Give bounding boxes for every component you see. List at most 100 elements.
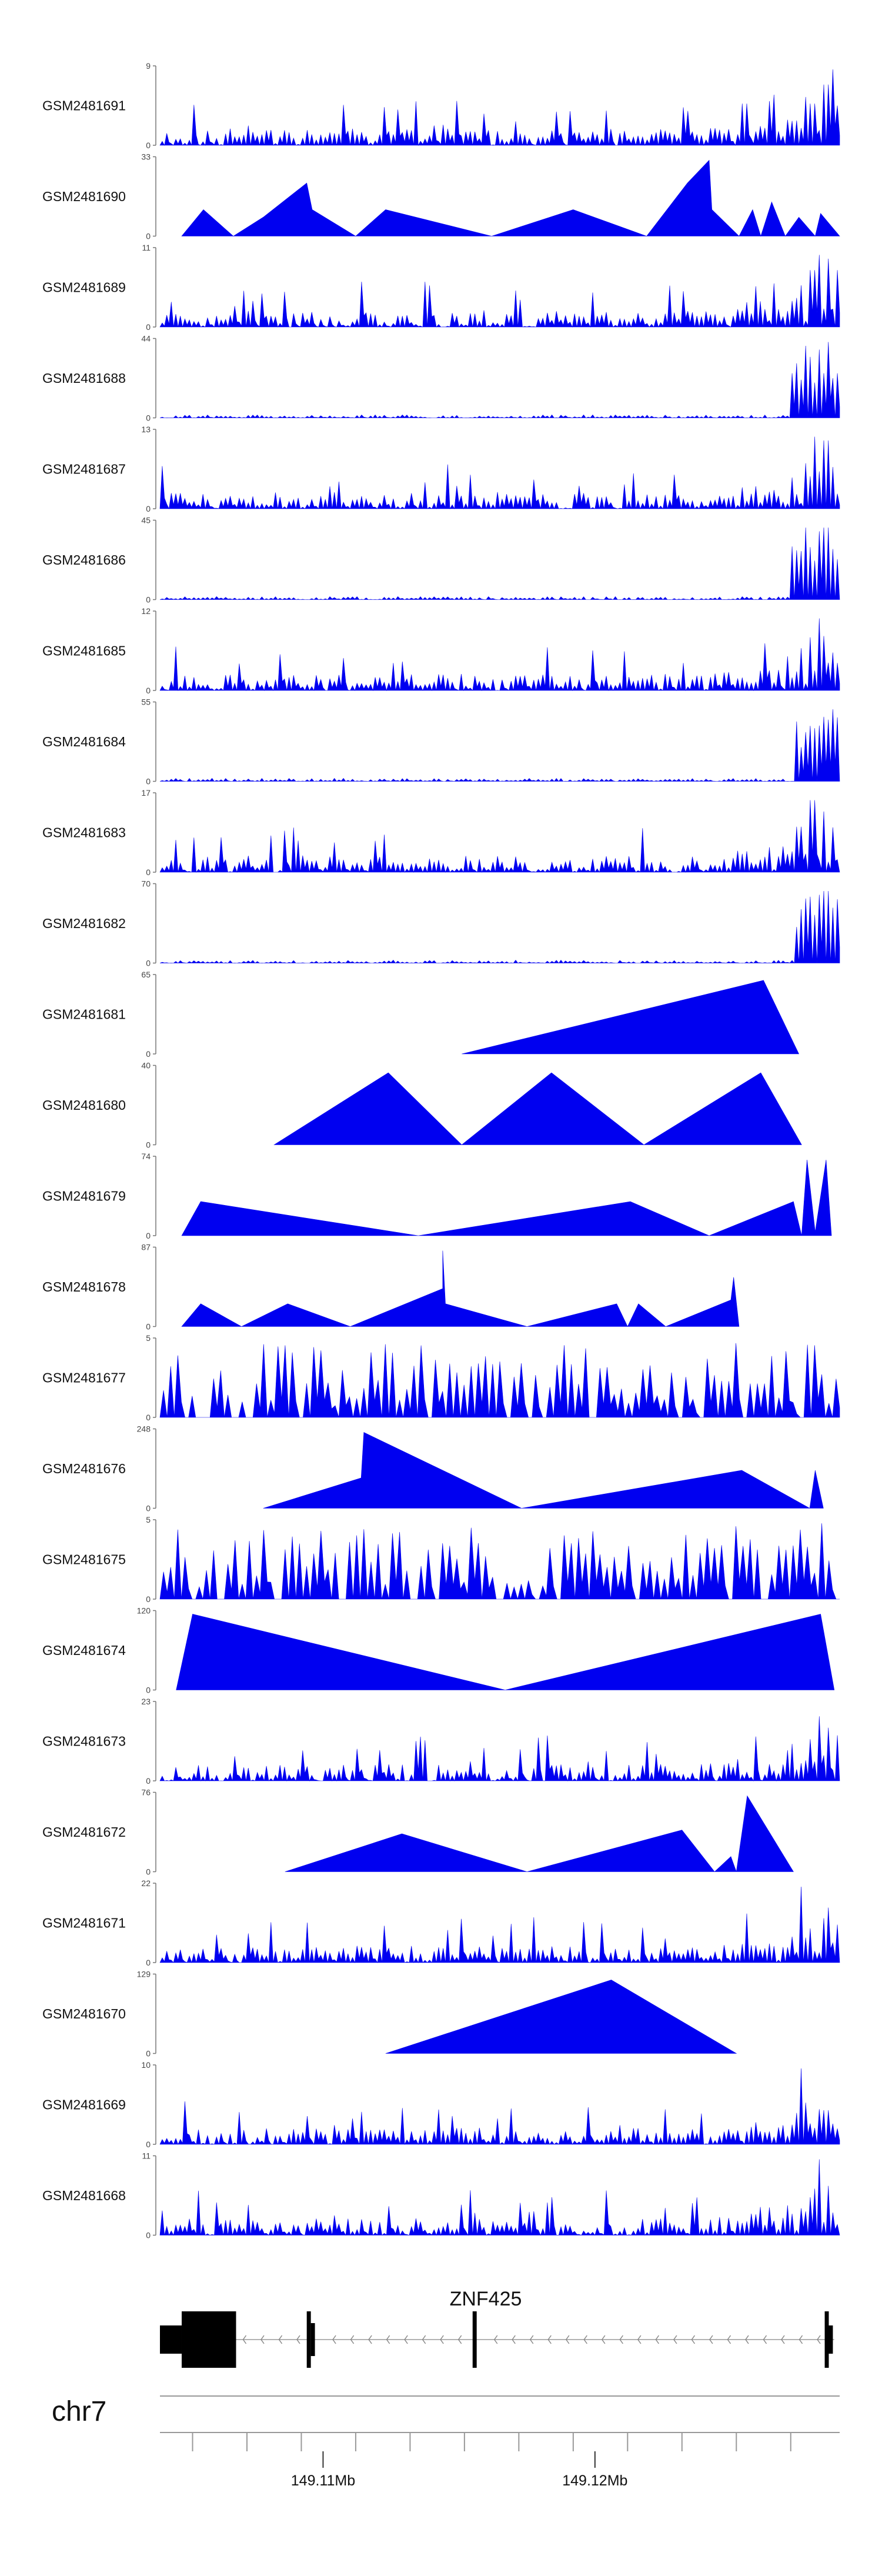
strand-arrow-icon: [278, 2335, 283, 2344]
track-GSM2481669: GSM2481669 10 0: [42, 2060, 840, 2149]
y-max-label: 11: [142, 243, 151, 252]
track-label: GSM2481689: [42, 280, 126, 295]
coverage-area: [159, 709, 840, 782]
track-GSM2481674: GSM2481674 120 0: [42, 1606, 835, 1695]
strand-arrow-icon: [332, 2335, 336, 2344]
track-label: GSM2481670: [42, 2006, 126, 2021]
track-label: GSM2481668: [42, 2188, 126, 2203]
y-zero-label: 0: [146, 1322, 151, 1332]
y-zero-label: 0: [146, 1049, 151, 1059]
coverage-area: [159, 69, 840, 146]
strand-arrow-icon: [296, 2335, 300, 2344]
axis-ticks: 149.11Mb 149.12Mb: [192, 2432, 791, 2489]
y-max-label: 23: [141, 1697, 151, 1706]
coverage-tracks: GSM248169190GSM2481690330GSM2481689110GS…: [42, 61, 840, 2240]
strand-arrow-icon: [457, 2335, 462, 2344]
y-max-label: 12: [141, 606, 151, 616]
track-label: GSM2481680: [42, 1097, 126, 1113]
y-max-label: 33: [141, 152, 151, 162]
coverage-area: [159, 890, 840, 964]
track-label: GSM2481684: [42, 734, 126, 749]
track-label: GSM2481679: [42, 1189, 126, 1204]
strand-arrow-icon: [799, 2335, 803, 2344]
y-max-label: 74: [141, 1152, 151, 1161]
track-GSM2481690: GSM2481690 33 0: [42, 152, 840, 241]
y-zero-label: 0: [146, 322, 151, 332]
y-max-label: 17: [141, 788, 151, 798]
strand-arrow-icon: [529, 2335, 534, 2344]
gene-name-label: ZNF425: [450, 2288, 522, 2310]
strand-arrow-icon: [350, 2335, 355, 2344]
coverage-area: [159, 1886, 840, 1964]
strand-arrow-icon: [745, 2335, 749, 2344]
track-GSM2481681: GSM2481681 65 0: [42, 970, 800, 1059]
y-max-label: 248: [137, 1424, 151, 1434]
track-label: GSM2481672: [42, 1824, 126, 1840]
track-GSM2481678: GSM2481678 87 0: [42, 1243, 740, 1332]
y-zero-label: 0: [146, 2231, 151, 2240]
strand-arrow-icon: [242, 2335, 247, 2344]
y-zero-label: 0: [146, 1686, 151, 1695]
strand-arrow-icon: [673, 2335, 677, 2344]
y-max-label: 55: [141, 698, 151, 707]
y-zero-label: 0: [146, 867, 151, 877]
track-label: GSM2481682: [42, 916, 126, 931]
coverage-area: [176, 1614, 835, 1690]
track-label: GSM2481685: [42, 643, 126, 659]
exon-block: [824, 2311, 829, 2368]
track-GSM2481677: GSM2481677 5 0: [42, 1333, 840, 1422]
y-zero-label: 0: [146, 1867, 151, 1877]
track-GSM2481679: GSM2481679 74 0: [42, 1152, 832, 1240]
coverage-area: [285, 1795, 794, 1872]
coverage-area: [159, 436, 840, 510]
y-max-label: 22: [141, 1878, 151, 1888]
coverage-area: [181, 1250, 740, 1327]
coverage-area: [159, 618, 840, 692]
strand-arrow-icon: [512, 2335, 516, 2344]
coverage-area: [159, 2159, 840, 2236]
track-GSM2481689: GSM2481689 11 0: [42, 243, 840, 332]
y-max-label: 129: [137, 1970, 151, 1979]
track-label: GSM2481673: [42, 1734, 126, 1749]
y-max-label: 70: [141, 879, 151, 889]
y-zero-label: 0: [146, 413, 151, 423]
y-zero-label: 0: [146, 2049, 151, 2058]
track-label: GSM2481669: [42, 2097, 126, 2113]
y-max-label: 40: [141, 1061, 151, 1070]
utr-block: [160, 2325, 182, 2354]
track-GSM2481688: GSM2481688 44 0: [42, 334, 840, 423]
strand-arrow-icon: [655, 2335, 660, 2344]
coverage-area: [462, 980, 800, 1055]
strand-arrow-icon: [583, 2335, 587, 2344]
strand-arrow-icon: [547, 2335, 552, 2344]
y-zero-label: 0: [146, 959, 151, 968]
y-zero-label: 0: [146, 1776, 151, 1786]
strand-arrow-icon: [565, 2335, 570, 2344]
track-label: GSM2481691: [42, 98, 126, 114]
y-zero-label: 0: [146, 1958, 151, 1967]
y-zero-label: 0: [146, 1504, 151, 1513]
track-label: GSM2481690: [42, 189, 126, 204]
utr-block: [310, 2323, 315, 2356]
y-zero-label: 0: [146, 595, 151, 605]
track-label: GSM2481681: [42, 1007, 126, 1022]
coverage-area: [159, 1343, 840, 1418]
track-GSM2481683: GSM2481683 17 0: [42, 788, 840, 877]
coverage-area: [159, 255, 840, 328]
y-zero-label: 0: [146, 504, 151, 513]
track-label: GSM2481674: [42, 1643, 126, 1658]
chromosome-label: chr7: [52, 2396, 106, 2427]
utr-block: [828, 2325, 833, 2354]
strand-arrow-icon: [763, 2335, 767, 2344]
track-label: GSM2481686: [42, 552, 126, 568]
strand-arrow-icon: [781, 2335, 785, 2344]
y-zero-label: 0: [146, 1140, 151, 1150]
y-max-label: 45: [141, 516, 151, 525]
track-label: GSM2481678: [42, 1279, 126, 1294]
strand-arrow-icon: [601, 2335, 606, 2344]
track-GSM2481676: GSM2481676 248 0: [42, 1424, 824, 1513]
y-zero-label: 0: [146, 1413, 151, 1422]
track-GSM2481687: GSM2481687 13 0: [42, 425, 840, 513]
track-label: GSM2481687: [42, 462, 126, 477]
